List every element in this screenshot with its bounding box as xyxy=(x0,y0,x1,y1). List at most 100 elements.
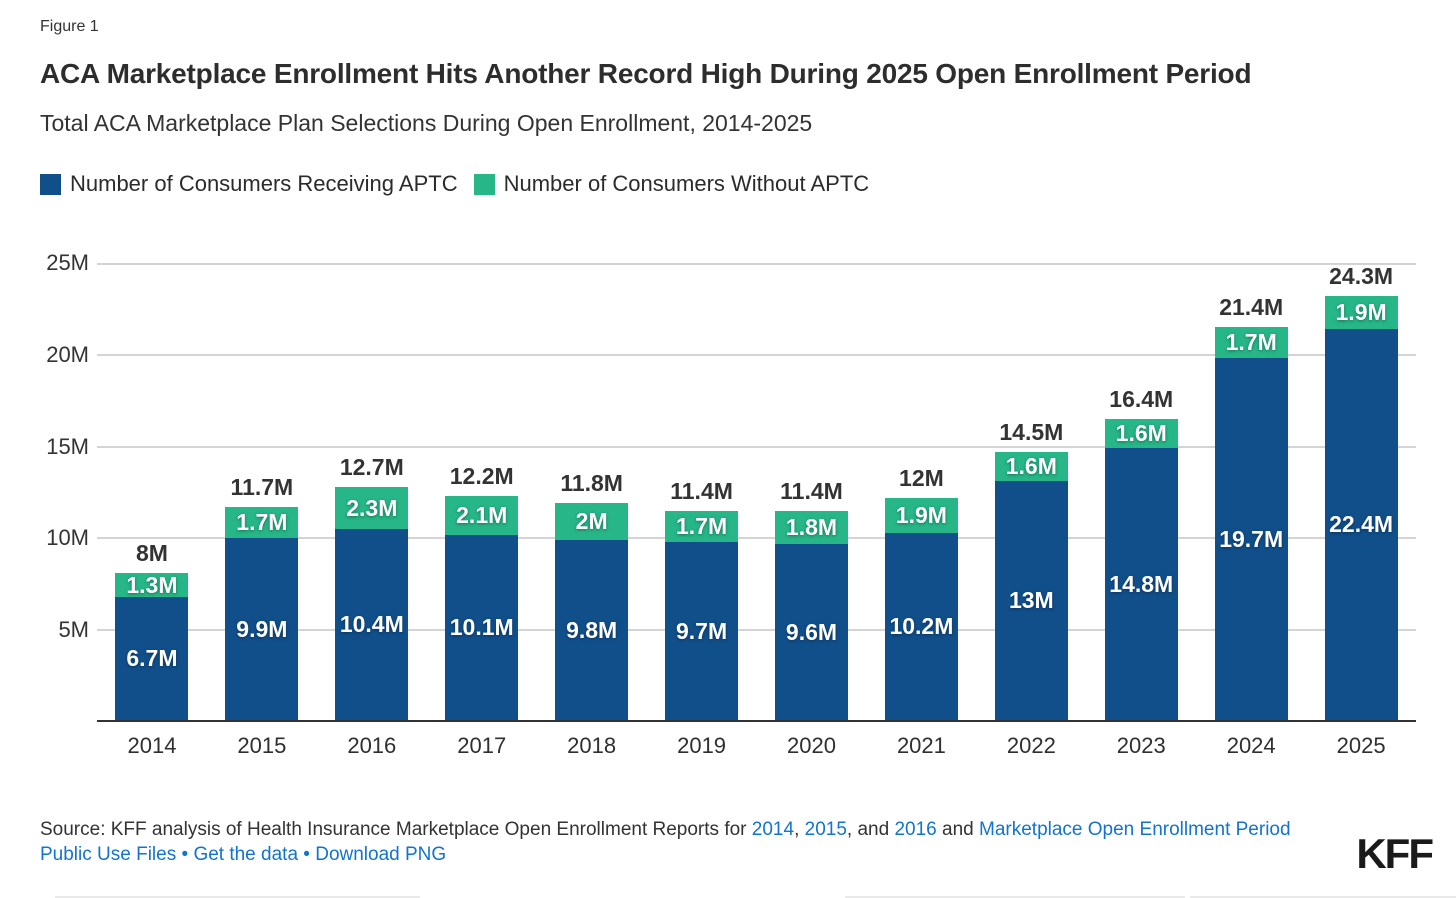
plot-area: 8M 1.3M 6.7M 11.7M 1.7M 9.9M 12.7M 2.3M 10.4M 12.… xyxy=(97,263,1416,722)
source-link-2014[interactable]: 2014 xyxy=(751,819,795,840)
x-axis-label: 2015 xyxy=(237,733,287,758)
bar-value-label: 1.7M xyxy=(1225,329,1277,355)
legend-label: Number of Consumers Without APTC xyxy=(503,171,870,196)
y-axis-label: 15M xyxy=(46,433,89,459)
bar-value-label: 1.7M xyxy=(675,513,728,539)
bar-group-2019: 11.4M 1.7M 9.7M xyxy=(647,263,757,720)
bar-value-label: 10.2M xyxy=(889,613,954,639)
bar-group-2014: 8M 1.3M 6.7M xyxy=(97,263,207,720)
bar-total-label: 12M xyxy=(899,465,944,491)
source-text: , xyxy=(794,819,805,840)
bar-total-label: 16.4M xyxy=(1109,386,1174,412)
bar-value-label: 1.6M xyxy=(1005,453,1057,479)
source-text: Source: KFF analysis of Health Insurance… xyxy=(40,819,752,840)
source-link-public-use-files[interactable]: Marketplace Open Enrollment Period xyxy=(979,819,1291,840)
bar-total-label: 11.8M xyxy=(560,470,623,496)
y-axis: 25M 20M 15M 10M 5M xyxy=(40,250,89,722)
x-axis-label: 2019 xyxy=(677,733,727,758)
bar-segment-without-aptc: 1.9M xyxy=(884,498,958,533)
bar-segment-without-aptc: 2M xyxy=(555,503,629,540)
x-axis-label: 2016 xyxy=(347,733,397,758)
legend-label: Number of Consumers Receiving APTC xyxy=(70,171,458,196)
bar-value-label: 14.8M xyxy=(1109,570,1174,597)
bar-value-label: 1.7M xyxy=(236,509,288,535)
bar-value-label: 9.6M xyxy=(785,618,838,645)
bars-container: 8M 1.3M 6.7M 11.7M 1.7M 9.9M 12.7M 2.3M 10.4M 12.… xyxy=(97,263,1416,720)
bar-group-2023: 16.4M 1.6M 14.8M xyxy=(1086,263,1196,720)
bar-segment-receiving-aptc: 10.4M xyxy=(335,529,409,720)
legend: Number of Consumers Receiving APTC Number… xyxy=(40,171,1416,197)
bar-value-label: 9.8M xyxy=(566,616,618,643)
bar-total-label: 24.3M xyxy=(1329,263,1394,289)
gridline xyxy=(97,445,1416,448)
bar-value-label: 9.7M xyxy=(675,617,728,644)
bar-segment-receiving-aptc: 9.7M xyxy=(665,542,739,720)
source-link-public-use-files[interactable]: Public Use Files xyxy=(40,844,177,865)
bar-group-2025: 24.3M 1.9M 22.4M xyxy=(1306,263,1416,720)
kff-logo: KFF xyxy=(1356,830,1434,877)
x-axis-label: 2024 xyxy=(1226,733,1276,758)
bar-total-label: 11.7M xyxy=(230,474,294,500)
bar-segment-without-aptc: 1.9M xyxy=(1324,296,1398,330)
bar-total-label: 12.7M xyxy=(339,454,404,480)
bar-group-2020: 11.4M 1.8M 9.6M xyxy=(757,263,867,720)
bar-segment-receiving-aptc: 9.8M xyxy=(555,540,629,720)
bar-value-label: 1.9M xyxy=(1335,299,1387,326)
bullet-separator: • xyxy=(298,844,316,865)
bar-value-label: 1.9M xyxy=(895,502,947,528)
bar-group-2017: 12.2M 2.1M 10.1M xyxy=(427,263,537,720)
bar-segment-receiving-aptc: 14.8M xyxy=(1104,448,1178,720)
source-link-2016[interactable]: 2016 xyxy=(894,819,937,840)
bar-segment-without-aptc: 1.8M xyxy=(774,511,848,544)
legend-item-without-aptc: Number of Consumers Without APTC xyxy=(473,171,870,197)
bar-total-label: 8M xyxy=(135,540,168,566)
bar-value-label: 9.9M xyxy=(236,615,288,642)
bar-total-label: 12.2M xyxy=(449,463,514,489)
bar-value-label: 1.6M xyxy=(1115,420,1167,446)
bottom-divider-fragment xyxy=(55,896,420,898)
y-axis-label: 20M xyxy=(46,341,89,367)
bar-segment-receiving-aptc: 6.7M xyxy=(115,597,189,720)
bar-total-label: 21.4M xyxy=(1219,294,1284,320)
legend-swatch-icon xyxy=(40,173,61,195)
download-png-link[interactable]: Download PNG xyxy=(315,844,447,865)
bar-segment-without-aptc: 2.1M xyxy=(445,496,519,535)
source-text: , and xyxy=(846,819,895,840)
bar-segment-without-aptc: 1.7M xyxy=(665,511,739,542)
bar-value-label: 10.1M xyxy=(449,614,514,640)
get-the-data-link[interactable]: Get the data xyxy=(193,844,299,865)
bar-value-label: 2.1M xyxy=(456,502,508,528)
y-axis-label: 25M xyxy=(46,250,89,275)
source-link-2015[interactable]: 2015 xyxy=(804,819,847,840)
bar-value-label: 1.3M xyxy=(126,571,178,598)
x-axis-label: 2017 xyxy=(457,733,507,758)
x-axis-label: 2018 xyxy=(567,733,617,758)
x-axis-label: 2025 xyxy=(1336,733,1386,758)
bar-group-2022: 14.5M 1.6M 13M xyxy=(976,263,1086,720)
bar-value-label: 2.3M xyxy=(346,494,398,521)
x-axis-label: 2020 xyxy=(787,733,836,758)
bottom-divider-fragment xyxy=(1190,896,1456,898)
bar-value-label: 6.7M xyxy=(126,645,178,671)
bar-value-label: 19.7M xyxy=(1219,525,1284,552)
bullet-separator: • xyxy=(176,844,194,865)
x-axis-label: 2023 xyxy=(1116,733,1166,758)
x-axis: 2014 2015 2016 2017 2018 2019 2020 2021 2022 2023… xyxy=(97,733,1416,759)
bar-segment-receiving-aptc: 22.4M xyxy=(1324,329,1398,720)
x-axis-label: 2021 xyxy=(896,733,946,758)
y-axis-label: 10M xyxy=(46,525,89,551)
chart-subtitle: Total ACA Marketplace Plan Selections Du… xyxy=(40,110,813,136)
bar-segment-receiving-aptc: 10.1M xyxy=(445,535,519,720)
y-axis-label: 5M xyxy=(58,617,89,643)
bar-value-label: 22.4M xyxy=(1329,511,1394,538)
bar-segment-receiving-aptc: 13M xyxy=(994,481,1068,720)
bar-segment-without-aptc: 1.6M xyxy=(994,452,1068,481)
bar-group-2016: 12.7M 2.3M 10.4M xyxy=(317,263,427,720)
bar-group-2021: 12M 1.9M 10.2M xyxy=(866,263,976,720)
bottom-divider-fragment xyxy=(845,896,1185,898)
bar-segment-receiving-aptc: 10.2M xyxy=(884,533,958,720)
gridline xyxy=(97,263,1416,265)
bar-group-2024: 21.4M 1.7M 19.7M xyxy=(1196,263,1306,720)
bar-value-label: 10.4M xyxy=(339,611,404,637)
